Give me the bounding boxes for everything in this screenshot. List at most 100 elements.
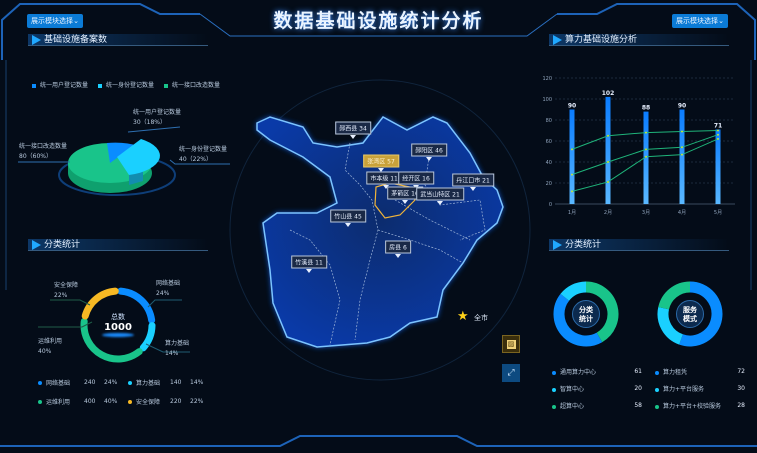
category-segment[interactable] — [81, 287, 119, 320]
line-point[interactable] — [717, 133, 719, 136]
right-module-select[interactable]: 展示模块选择 ⌄ — [672, 14, 728, 28]
legend-swatch — [164, 83, 169, 88]
map-region-label[interactable]: 市本级 116 — [366, 171, 406, 185]
left-module-select-label: 展示模块选择 — [31, 17, 73, 25]
map-region-label[interactable]: 经开区 16 — [398, 171, 434, 185]
map-layer-button[interactable]: ▨ — [502, 335, 520, 353]
filing-section-title: 基础设施备案数 — [44, 35, 108, 45]
legend-item[interactable]: 统一接口改造数量 — [164, 80, 220, 89]
map-region-label[interactable]: 竹山县 45 — [330, 209, 366, 223]
map-region-label[interactable]: 武当山特区 21 — [416, 187, 464, 201]
category-segment[interactable] — [139, 322, 156, 352]
line-point[interactable] — [681, 146, 683, 149]
category-segment[interactable] — [80, 317, 143, 363]
category-right-section-header: 分类统计 — [549, 239, 729, 251]
bar[interactable] — [679, 109, 685, 205]
map-pin-icon[interactable] — [306, 269, 312, 273]
map-pin-icon[interactable] — [378, 168, 384, 172]
total-value: 1000 — [104, 322, 132, 333]
bar[interactable] — [605, 96, 611, 204]
row-name: 超算中心 — [552, 401, 584, 410]
y-tick-label: 80 — [546, 118, 552, 124]
map-pin-icon[interactable] — [426, 157, 432, 161]
bar[interactable] — [715, 129, 721, 204]
line-point[interactable] — [717, 137, 719, 140]
row-pct: 14% — [190, 379, 204, 386]
map-pin-icon[interactable] — [470, 187, 476, 191]
x-tick-label: 2月 — [604, 210, 612, 216]
y-tick-label: 0 — [549, 202, 552, 208]
map-region-label[interactable]: 丹江口市 21 — [452, 173, 494, 187]
pie-label-interface: 统一接口改造数量 80（60%） — [19, 142, 67, 162]
right-module-select-label: 展示模块选择 — [676, 17, 718, 25]
category-segment[interactable] — [117, 287, 156, 324]
row-pct: 24% — [104, 379, 118, 386]
donut-label-ops: 运维利用 40% — [38, 337, 62, 357]
category-list-row: 算力+平台+校验服务 28 — [655, 401, 745, 410]
map-region-label[interactable]: 郧西县 34 — [335, 121, 371, 135]
category-donut-chart — [80, 287, 156, 363]
legend-label: 统一接口改造数量 — [172, 82, 221, 89]
line-point[interactable] — [571, 190, 573, 193]
legend-item[interactable]: 统一用户登记数量 — [32, 80, 88, 89]
map-pin-icon[interactable] — [345, 223, 351, 227]
line-point[interactable] — [607, 161, 609, 163]
bar[interactable] — [569, 109, 575, 205]
label-pct: 40% — [38, 348, 52, 355]
map-pin-icon[interactable] — [402, 200, 408, 204]
map-region-label[interactable]: 房县 6 — [385, 240, 411, 254]
category-segment[interactable] — [585, 281, 619, 343]
y-tick-label: 40 — [546, 160, 552, 166]
category-list-row: 智算中心 20 — [552, 384, 642, 393]
map-region-label[interactable]: 茅箭区 16 — [387, 186, 423, 200]
line-point[interactable] — [571, 173, 573, 176]
map-outline[interactable] — [256, 116, 504, 348]
service-segment[interactable] — [657, 306, 684, 345]
map-region-label[interactable]: 张湾区 57 — [363, 154, 399, 168]
filing-section-header: 基础设施备案数 — [28, 34, 208, 46]
map-layer-icon: ▨ — [506, 339, 516, 349]
map-pin-icon[interactable] — [437, 201, 443, 205]
map-pin-icon[interactable] — [383, 185, 389, 189]
row-name: 通用算力中心 — [552, 367, 596, 376]
pie-label-identity: 统一身份登记数量 40（22%） — [179, 145, 227, 165]
x-tick-label: 5月 — [714, 210, 722, 216]
row-name: 算力+平台+校验服务 — [655, 401, 721, 410]
map-pin-icon[interactable] — [395, 254, 401, 258]
play-icon — [553, 240, 562, 250]
line-point[interactable] — [717, 129, 719, 132]
category-row-compute: 算力基础 140 14% — [128, 378, 203, 387]
pie-slice-identity[interactable] — [117, 139, 160, 175]
line-point[interactable] — [645, 155, 647, 158]
line-point[interactable] — [607, 134, 609, 137]
line-point[interactable] — [571, 148, 573, 151]
category-left-section-header: 分类统计 — [28, 239, 208, 251]
map-pin-icon[interactable] — [350, 135, 356, 139]
pie-label-value: 80（60%） — [19, 153, 52, 160]
fullscreen-button[interactable]: ⤢ — [502, 364, 520, 382]
pie-slice-user[interactable] — [107, 142, 135, 163]
bar[interactable] — [643, 111, 649, 204]
bar-value-label: 102 — [602, 90, 615, 97]
category-segment[interactable] — [560, 281, 587, 302]
map-region-label[interactable]: 郧阳区 46 — [411, 143, 447, 157]
label-name: 网络基础 — [156, 280, 181, 287]
city-label[interactable]: 全市 — [474, 314, 488, 322]
left-module-select[interactable]: 展示模块选择 ⌄ — [27, 14, 83, 28]
line-point[interactable] — [645, 148, 647, 151]
line-point[interactable] — [681, 153, 683, 156]
service-segment[interactable] — [679, 281, 723, 347]
row-value: 30 — [737, 385, 745, 392]
line-point[interactable] — [607, 180, 609, 183]
play-icon — [553, 35, 562, 45]
line-point[interactable] — [645, 131, 647, 134]
map-region-label[interactable]: 竹溪县 11 — [291, 255, 327, 269]
donut-label-compute: 算力基础 14% — [165, 339, 189, 359]
category-segment[interactable] — [553, 293, 603, 347]
legend-item[interactable]: 统一身份登记数量 — [98, 80, 154, 89]
service-segment[interactable] — [658, 281, 691, 310]
line-point[interactable] — [681, 130, 683, 133]
label-name: 运维利用 — [38, 338, 63, 345]
donut-center-label: 服务模式 — [676, 300, 704, 328]
row-pct: 22% — [190, 398, 204, 405]
